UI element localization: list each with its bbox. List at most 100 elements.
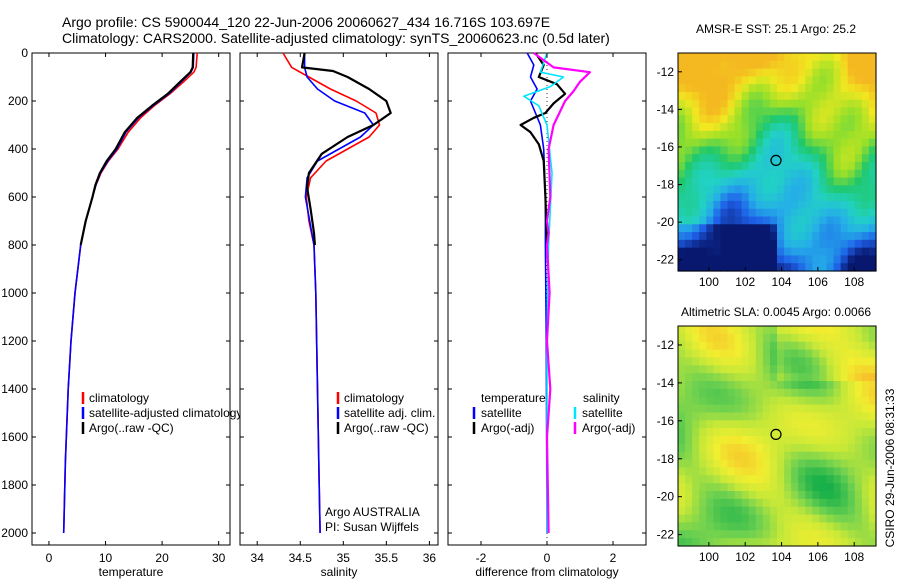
heatmap-cell (762, 255, 771, 264)
heatmap-cell (720, 341, 729, 351)
heatmap-cell (868, 396, 877, 406)
heatmap-cell (784, 99, 792, 109)
heatmap-cell (741, 420, 750, 429)
heatmap-cell (685, 475, 693, 484)
heatmap-cell (706, 99, 714, 109)
heatmap-cell (755, 459, 764, 469)
heatmap-cell (692, 154, 700, 163)
heatmap-cell (847, 216, 856, 225)
heatmap-cell (685, 396, 693, 406)
heatmap-cell (734, 185, 743, 194)
heatmap-cell (755, 84, 764, 93)
heatmap-cell (678, 130, 686, 140)
heatmap-cell (840, 208, 849, 218)
heatmap-cell (692, 522, 700, 531)
heatmap-cell (762, 185, 771, 194)
heatmap-cell (861, 467, 870, 476)
heatmap-cell (847, 255, 856, 264)
heatmap-cell (692, 365, 700, 374)
heatmap-cell (678, 436, 686, 445)
heatmap-cell (727, 130, 736, 140)
heatmap-cell (861, 514, 870, 524)
heatmap-cell (777, 404, 785, 414)
heatmap-cell (854, 162, 863, 171)
heatmap-cell (685, 177, 693, 186)
heatmap-cell (727, 169, 736, 179)
heatmap-cell (748, 373, 757, 382)
heatmap-cell (791, 115, 799, 124)
heatmap-cell (762, 428, 771, 437)
heatmap-cell (826, 451, 835, 461)
heatmap-cell (840, 373, 849, 382)
heatmap-cell (699, 239, 707, 249)
heatmap-cell (748, 130, 757, 140)
heatmap-cell (868, 169, 877, 179)
heatmap-cell (762, 91, 771, 101)
heatmap-cell (791, 412, 799, 421)
heatmap-cell (699, 349, 707, 359)
heatmap-cell (734, 388, 743, 398)
heatmap-cell (727, 498, 736, 508)
heatmap-cell (685, 255, 693, 264)
heatmap-cell (678, 443, 686, 453)
heatmap-cell (826, 115, 835, 124)
heatmap-cell (791, 177, 799, 186)
heatmap-cell (720, 349, 729, 359)
heatmap-cell (762, 84, 771, 93)
heatmap-cell (720, 146, 729, 155)
heatmap-cell (798, 177, 806, 186)
heatmap-cell (748, 365, 757, 374)
heatmap-cell (784, 107, 792, 116)
heatmap-cell (720, 326, 729, 335)
heatmap-cell (819, 483, 828, 492)
heatmap-cell (791, 483, 799, 492)
heatmap-cell (692, 224, 700, 233)
heatmap-cell (685, 162, 693, 171)
heatmap-cell (826, 200, 835, 210)
heatmap-cell (826, 341, 835, 351)
heatmap-cell (741, 365, 750, 374)
heatmap-cell (755, 107, 764, 116)
heatmap-cell (706, 428, 714, 437)
heatmap-cell (791, 333, 799, 343)
heatmap-cell (727, 255, 736, 264)
heatmap-cell (798, 404, 806, 414)
heatmap-cell (819, 388, 828, 398)
heatmap-cell (777, 130, 785, 140)
heatmap-cell (819, 208, 828, 218)
heatmap-cell (812, 420, 821, 429)
heatmap-cell (819, 498, 828, 508)
heatmap-cell (727, 99, 736, 109)
heatmap-cell (840, 60, 849, 70)
heatmap-cell (685, 341, 693, 351)
heatmap-cell (833, 459, 842, 469)
heatmap-cell (685, 154, 693, 163)
heatmap-cell (713, 388, 722, 398)
heatmap-cell (826, 373, 835, 382)
heatmap-cell (868, 224, 877, 233)
heatmap-cell (798, 208, 806, 218)
heatmap-cell (706, 200, 714, 210)
heatmap-cell (699, 177, 707, 186)
heatmap-cell (812, 76, 821, 85)
heatmap-cell (685, 365, 693, 374)
heatmap-cell (847, 91, 856, 101)
heatmap-cell (762, 146, 771, 155)
heatmap-cell (685, 514, 693, 524)
heatmap-cell (692, 123, 700, 132)
y-tick-label: -20 (657, 215, 675, 229)
heatmap-cell (861, 333, 870, 343)
heatmap-cell (812, 239, 821, 249)
heatmap-cell (713, 530, 722, 539)
heatmap-cell (755, 326, 764, 335)
heatmap-cell (741, 467, 750, 476)
heatmap-cell (847, 84, 856, 93)
heatmap-cell (868, 99, 877, 109)
heatmap-cell (713, 177, 722, 186)
heatmap-cell (798, 107, 806, 116)
heatmap-cell (734, 349, 743, 359)
heatmap-cell (755, 130, 764, 140)
heatmap-cell (812, 115, 821, 124)
heatmap-cell (706, 91, 714, 101)
x-tick-label: 106 (808, 275, 828, 289)
